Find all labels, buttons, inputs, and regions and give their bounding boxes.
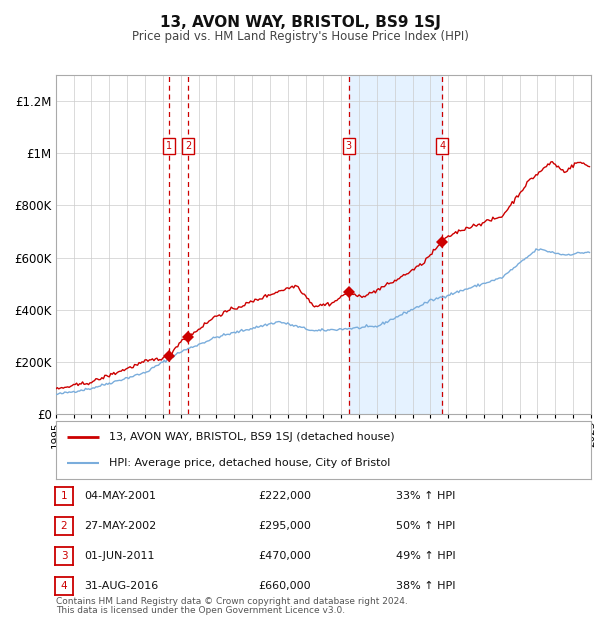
- Text: 49% ↑ HPI: 49% ↑ HPI: [396, 551, 455, 561]
- Text: 13, AVON WAY, BRISTOL, BS9 1SJ (detached house): 13, AVON WAY, BRISTOL, BS9 1SJ (detached…: [109, 432, 395, 441]
- Text: 3: 3: [346, 141, 352, 151]
- Text: This data is licensed under the Open Government Licence v3.0.: This data is licensed under the Open Gov…: [56, 606, 345, 615]
- Text: 04-MAY-2001: 04-MAY-2001: [84, 491, 156, 501]
- Text: Contains HM Land Registry data © Crown copyright and database right 2024.: Contains HM Land Registry data © Crown c…: [56, 597, 407, 606]
- Text: 1: 1: [166, 141, 172, 151]
- Text: 50% ↑ HPI: 50% ↑ HPI: [396, 521, 455, 531]
- Text: 2: 2: [185, 141, 191, 151]
- Text: £470,000: £470,000: [258, 551, 311, 561]
- Text: £660,000: £660,000: [258, 581, 311, 591]
- Text: £295,000: £295,000: [258, 521, 311, 531]
- Text: 4: 4: [61, 581, 67, 591]
- Text: 2: 2: [61, 521, 67, 531]
- Text: £222,000: £222,000: [258, 491, 311, 501]
- Text: 31-AUG-2016: 31-AUG-2016: [84, 581, 158, 591]
- Text: 3: 3: [61, 551, 67, 561]
- Text: Price paid vs. HM Land Registry's House Price Index (HPI): Price paid vs. HM Land Registry's House …: [131, 30, 469, 43]
- Bar: [349, 75, 442, 414]
- Text: 13, AVON WAY, BRISTOL, BS9 1SJ: 13, AVON WAY, BRISTOL, BS9 1SJ: [160, 16, 440, 30]
- Text: HPI: Average price, detached house, City of Bristol: HPI: Average price, detached house, City…: [109, 458, 391, 468]
- Text: 33% ↑ HPI: 33% ↑ HPI: [396, 491, 455, 501]
- Text: 4: 4: [439, 141, 445, 151]
- Text: 38% ↑ HPI: 38% ↑ HPI: [396, 581, 455, 591]
- Text: 1: 1: [61, 491, 67, 501]
- Text: 01-JUN-2011: 01-JUN-2011: [84, 551, 154, 561]
- Text: 27-MAY-2002: 27-MAY-2002: [84, 521, 156, 531]
